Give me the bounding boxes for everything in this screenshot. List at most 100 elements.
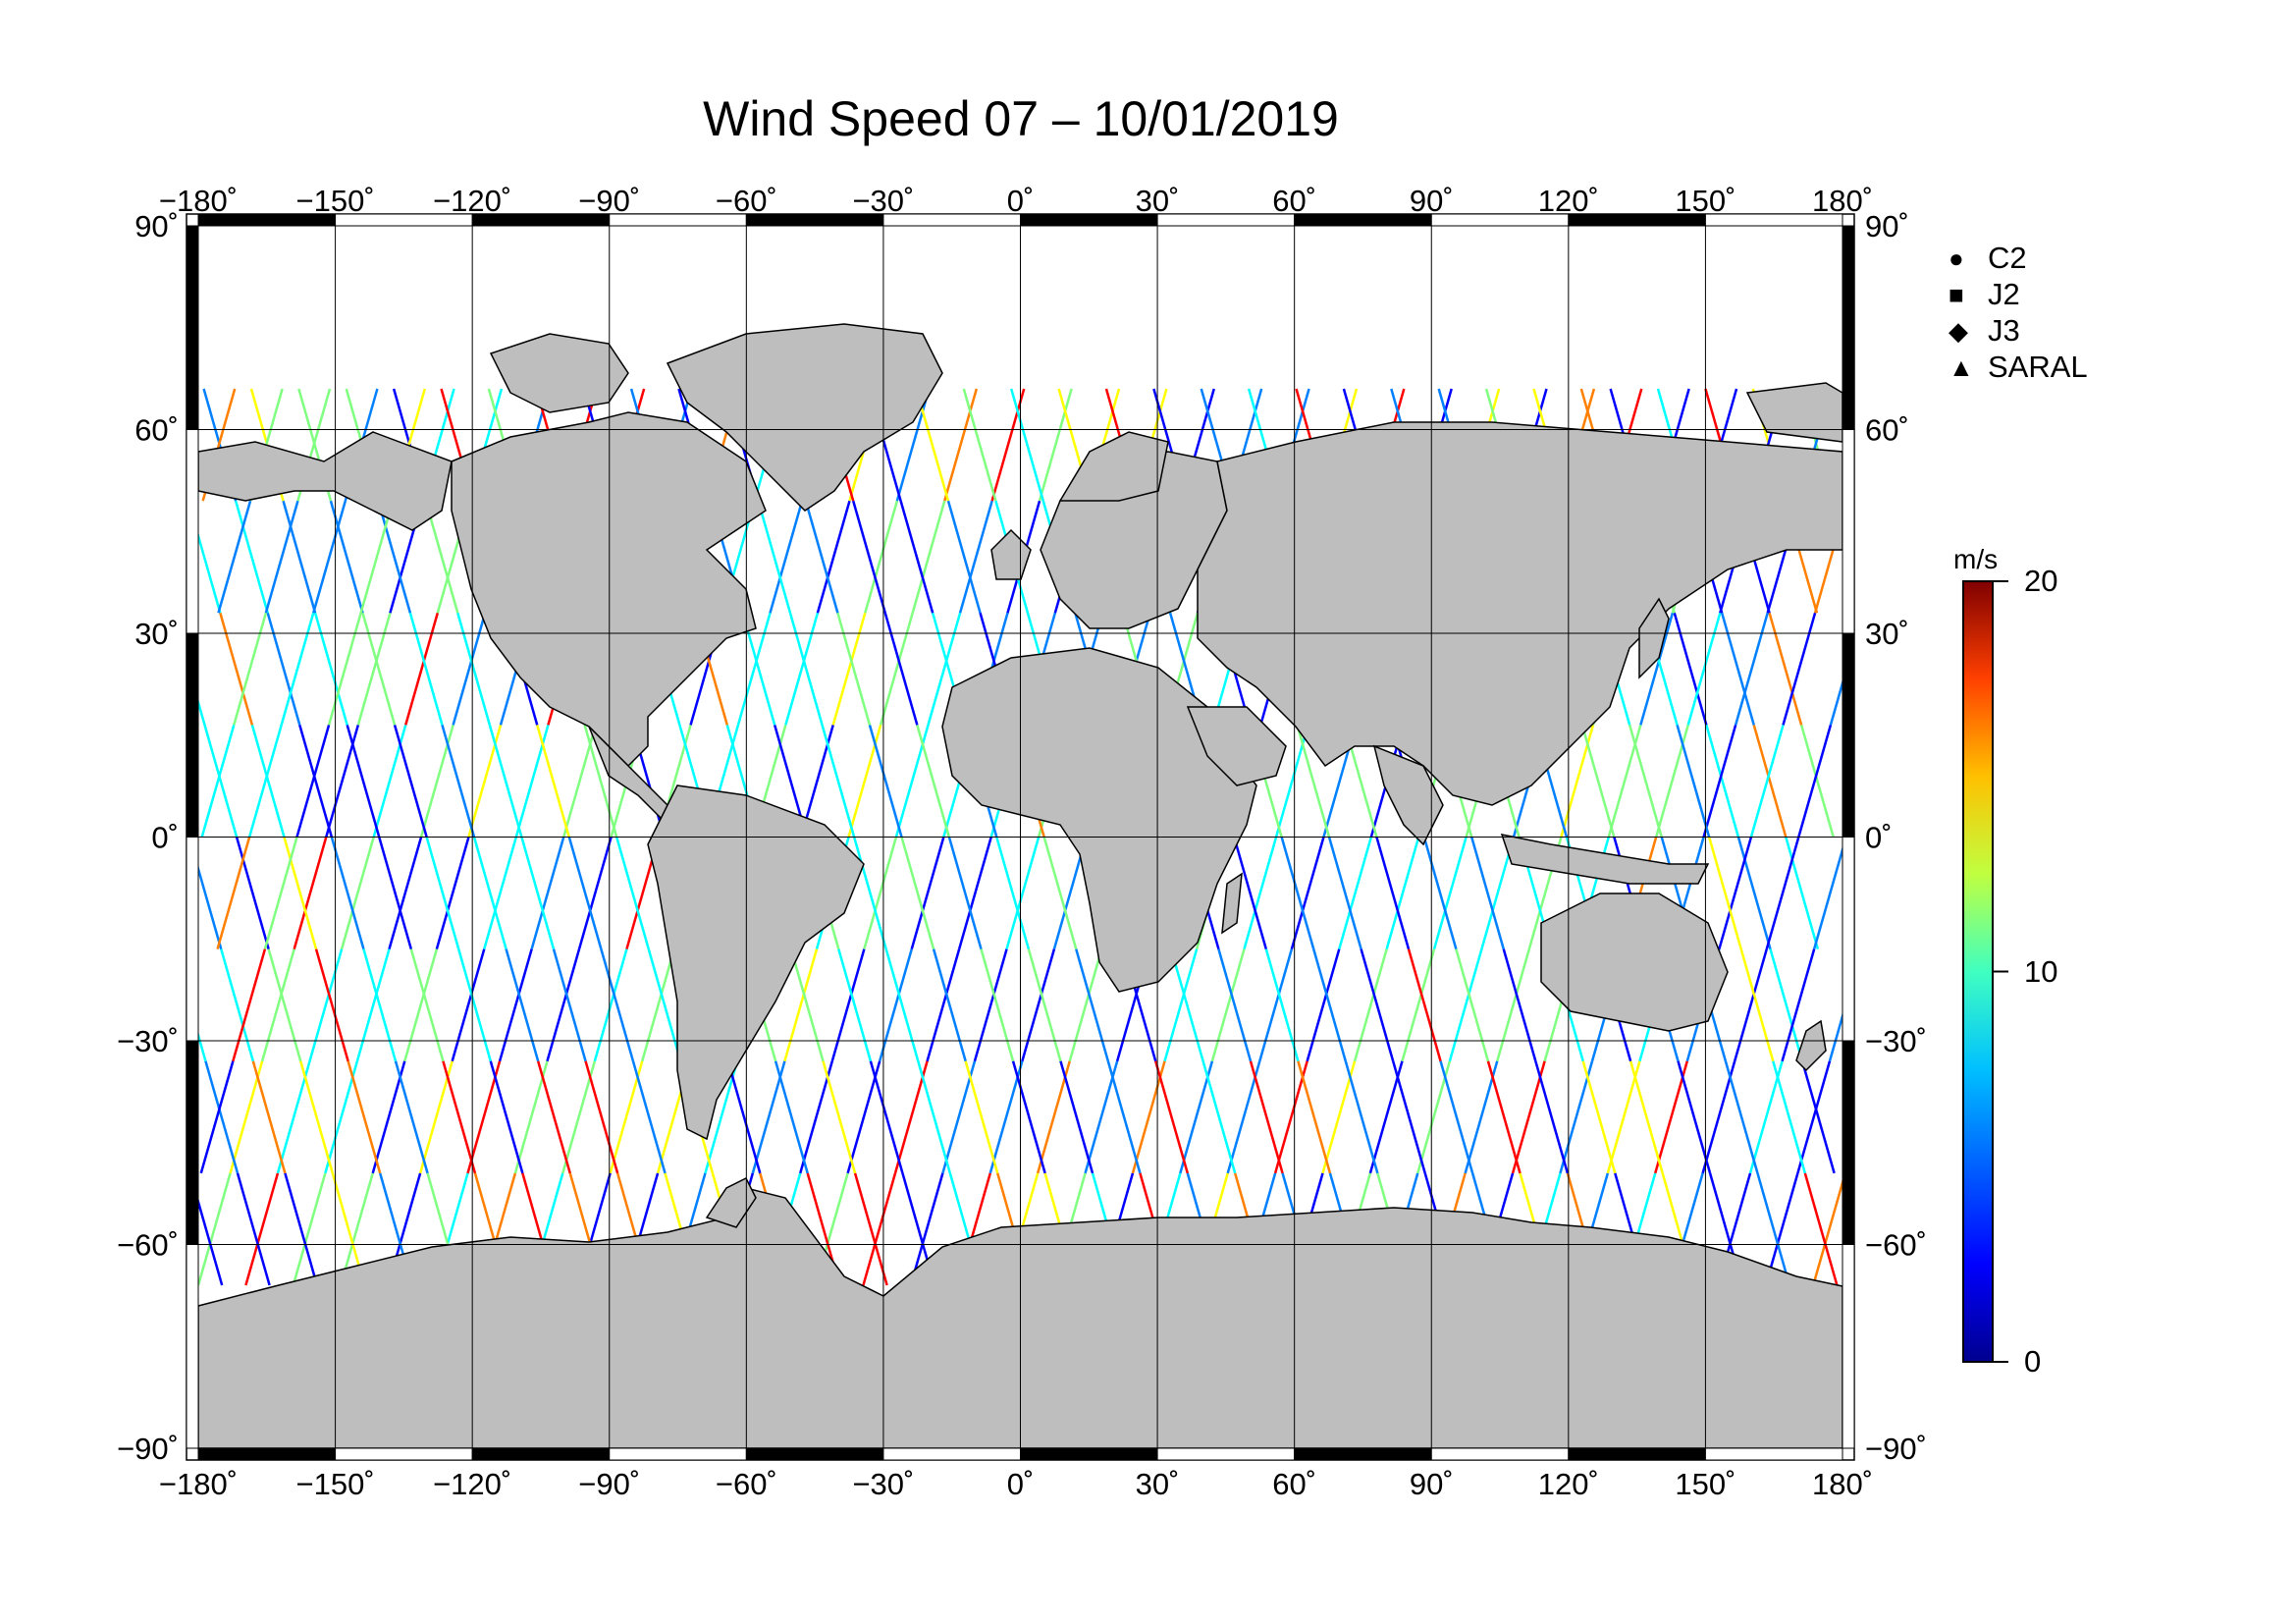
track-segment (282, 500, 317, 614)
frame-bar-left (186, 837, 199, 1042)
track-segment (1628, 725, 1663, 838)
track-segment (567, 837, 603, 949)
track-segment (830, 948, 866, 1062)
track-segment (1701, 1060, 1736, 1174)
track-segment (868, 725, 903, 838)
track-segment (236, 1172, 271, 1286)
track-segment (1312, 948, 1347, 1062)
track-segment (1321, 1060, 1357, 1174)
frame-bar-left (186, 1244, 199, 1449)
track-segment (424, 500, 459, 614)
track-segment (788, 612, 824, 726)
frame-bar-right (1842, 429, 1855, 634)
square-icon: ■ (1949, 279, 1964, 309)
track-segment (530, 837, 565, 949)
colorbar-unit: m/s (1953, 544, 1999, 574)
track-segment (483, 837, 518, 949)
track-segment (1797, 725, 1833, 838)
track-segment (457, 948, 492, 1062)
track-segment (1581, 1060, 1617, 1174)
track-segment (1084, 1060, 1119, 1174)
frame-bar-bottom (471, 1447, 611, 1461)
track-segment (917, 1060, 952, 1174)
track-segment (1407, 948, 1442, 1062)
track-segment (1344, 1060, 1379, 1174)
greenland (666, 323, 943, 512)
track-segment (822, 1060, 857, 1174)
frame-bar-right (1842, 1244, 1855, 1449)
track-segment (361, 612, 397, 726)
legend-label: SARAL (1988, 350, 2088, 384)
frame-bar-bottom (1568, 1447, 1706, 1461)
canadian-archipelago (489, 333, 629, 413)
legend-item: ▲ SARAL (1949, 350, 2088, 385)
track-segment (1464, 1060, 1499, 1174)
track-segment (451, 948, 486, 1062)
track-segment (1749, 725, 1785, 838)
track-segment (472, 837, 507, 949)
track-segment (299, 1060, 334, 1174)
track-segment (329, 500, 364, 614)
frame-bar-bottom (609, 1447, 747, 1461)
lon-label-bottom: 150˚ (1675, 1467, 1735, 1501)
frame-bar-right (1842, 632, 1855, 838)
track-segment (280, 612, 315, 726)
track-segment (1264, 948, 1300, 1062)
track-segment (704, 1060, 739, 1174)
track-segment (609, 1060, 644, 1174)
frame-bar-bottom (1020, 1447, 1158, 1461)
track-segment (614, 837, 650, 949)
track-segment (1021, 948, 1056, 1062)
track-segment (853, 1172, 888, 1286)
track-segment (946, 500, 982, 614)
track-segment (990, 388, 1026, 502)
lat-label-left: 60˚ (134, 413, 179, 448)
track-segment (1768, 612, 1803, 726)
track-segment (198, 864, 223, 949)
track-segment (442, 1060, 477, 1174)
track-segment (1724, 1060, 1759, 1174)
track-segment (736, 612, 772, 726)
track-segment (1106, 1060, 1142, 1174)
track-segment (1676, 725, 1711, 838)
track-segment (926, 948, 961, 1062)
track-segment (216, 837, 251, 949)
track-segment (1720, 612, 1755, 726)
track-segment (927, 612, 962, 726)
track-segment (1280, 837, 1315, 949)
track-segment (505, 948, 540, 1062)
frame-bar-left (186, 429, 199, 634)
lon-label-top: −150˚ (296, 184, 375, 218)
indonesia (1500, 834, 1710, 885)
track-segment (899, 500, 934, 614)
track-segment (836, 612, 872, 726)
track-segment (1734, 612, 1769, 726)
track-segment (1800, 1060, 1836, 1174)
lon-label-top: 30˚ (1136, 184, 1180, 218)
track-segment (1131, 1060, 1166, 1174)
lon-label-top: 180˚ (1812, 184, 1873, 218)
lat-label-left: −30˚ (117, 1024, 179, 1058)
axis-labels: −180˚ −180˚ −150˚ −150˚ −120˚ −120˚ −90˚ −90˚ −6… (117, 184, 1927, 1501)
frame-bar-right (1842, 225, 1855, 430)
track-segment (1829, 678, 1842, 726)
track-segment (1739, 948, 1775, 1062)
track-segment (631, 1060, 667, 1174)
track-segment (403, 948, 439, 1062)
track-segment (1375, 837, 1411, 949)
track-segment (388, 837, 423, 949)
track-segment (1785, 837, 1820, 949)
track-segment (1448, 948, 1483, 1062)
lon-label-bottom: 30˚ (1136, 1467, 1180, 1501)
track-segment (1606, 1060, 1641, 1174)
track-segment (593, 948, 628, 1062)
frame-bar-bottom (1156, 1447, 1296, 1461)
frame-bar-left (186, 632, 199, 838)
track-segment (234, 500, 269, 614)
track-segment (1385, 837, 1420, 949)
track-segment (1748, 1060, 1784, 1174)
track-segment (879, 612, 914, 726)
track-segment (1686, 612, 1722, 726)
track-segment (932, 948, 967, 1062)
track-segment (293, 837, 328, 949)
